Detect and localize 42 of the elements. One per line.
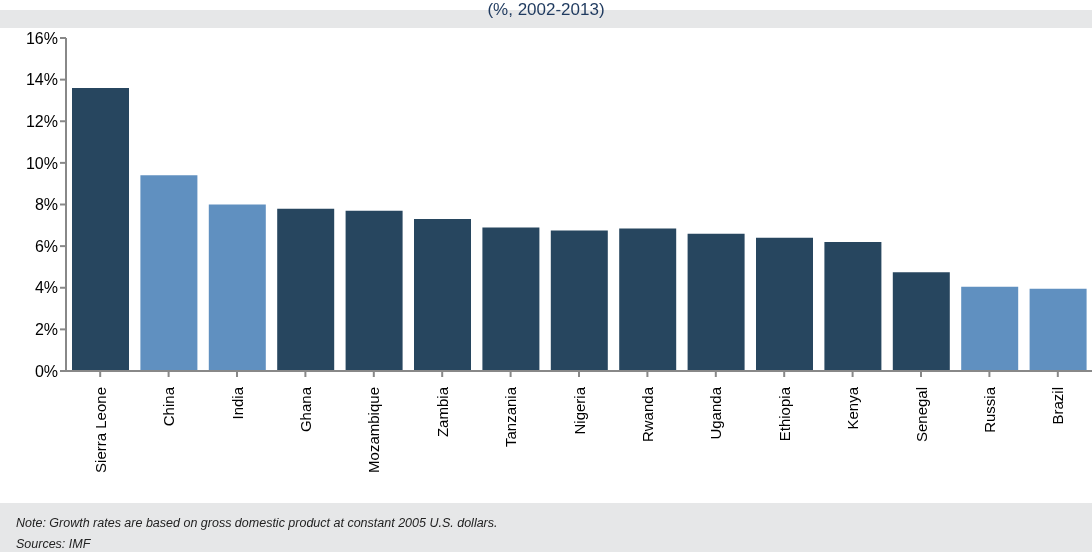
text: Note: Growth rates are based on gross domestic product at constant 2005 U.S. dollars. [16, 515, 499, 532]
x-tick-label: Rwanda [638, 386, 656, 443]
bar [687, 233, 745, 371]
bar [72, 87, 129, 371]
x-tick-label: Zambia [433, 386, 451, 438]
x-tick-label: Senegal [912, 387, 930, 443]
bar [756, 237, 813, 371]
y-tick-label: 12% [25, 112, 58, 130]
bar [550, 230, 608, 371]
bar [277, 208, 335, 371]
x-tick-label: Tanzania [502, 386, 520, 448]
y-tick-label: 0% [34, 362, 58, 380]
x-tick-label: Kenya [844, 386, 862, 430]
bar [892, 272, 950, 371]
x-tick-label: Brazil [1049, 387, 1067, 425]
x-tick-label: Ethiopia [775, 386, 793, 442]
y-tick-label: 16% [25, 29, 58, 47]
x-tick-label: Russia [980, 386, 998, 433]
y-tick-label: 6% [34, 237, 58, 255]
x-tick-label: Sierra Leone [91, 387, 109, 473]
bar [140, 175, 198, 371]
bar [961, 286, 1019, 371]
bar [1029, 288, 1087, 371]
bar [824, 241, 882, 371]
x-tick-label: India [228, 386, 246, 420]
bar [482, 227, 540, 371]
y-tick-label: 4% [34, 279, 58, 297]
x-tick-label: Mozambique [365, 387, 383, 473]
y-tick-label: 14% [25, 71, 58, 89]
x-tick-label: Nigeria [570, 386, 588, 435]
y-tick-label: 2% [34, 321, 58, 339]
bar [208, 204, 266, 371]
x-tick-label: Ghana [296, 386, 314, 433]
bar [345, 210, 403, 371]
bar [619, 228, 677, 371]
x-tick-label: China [160, 386, 178, 427]
chart-title: (%, 2002-2013) [486, 0, 606, 20]
y-tick-label: 8% [34, 196, 58, 214]
y-tick-label: 10% [25, 154, 58, 172]
x-tick-label: Uganda [707, 386, 725, 440]
source-note: Sources: IMF [16, 536, 92, 552]
bar [414, 219, 471, 371]
